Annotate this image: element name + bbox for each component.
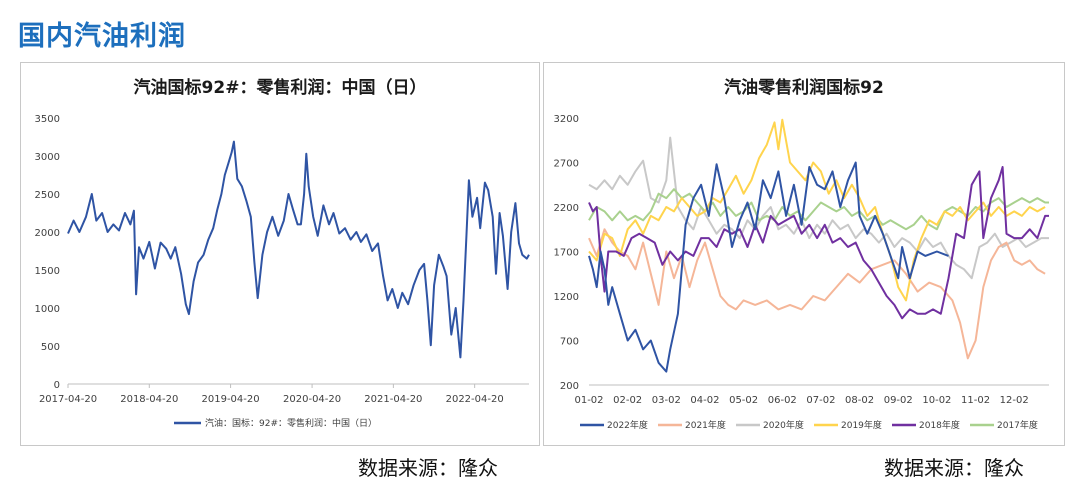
x-tick-label: 2017-04-20	[39, 394, 97, 405]
y-tick-label: 2200	[554, 203, 579, 214]
x-tick-label: 2018-04-20	[120, 394, 178, 405]
y-tick-label: 2000	[35, 228, 60, 239]
y-tick-label: 1000	[35, 304, 60, 315]
x-tick-label: 08-02	[845, 395, 874, 406]
x-tick-label: 10-02	[922, 395, 951, 406]
legend-label: 2018年度	[919, 419, 960, 431]
x-tick-label: 2022-04-20	[446, 394, 504, 405]
chart-panel-daily: 汽油国标92#：零售利润：中国（日） 0 500 1000 1500 2000 2500 30…	[20, 62, 540, 446]
chart-title: 汽油国标92#：零售利润：中国（日）	[134, 77, 427, 98]
x-tick-label: 03-02	[652, 395, 681, 406]
x-tick-label: 02-02	[613, 395, 642, 406]
series-line-daily-profit	[67, 140, 530, 359]
y-tick-label: 200	[560, 381, 579, 392]
chart-title: 汽油零售利润国标92	[724, 77, 884, 98]
y-tick-label: 1500	[35, 266, 60, 277]
data-source-left: 数据来源：隆众	[358, 456, 498, 480]
series-line-2022	[588, 161, 949, 373]
series-line-2020	[588, 136, 1049, 280]
y-tick-label: 3200	[554, 114, 579, 125]
x-tick-label: 06-02	[768, 395, 797, 406]
series-line-2021	[588, 228, 1046, 360]
y-tick-label: 3500	[35, 114, 60, 125]
data-source-right: 数据来源：隆众	[884, 456, 1024, 480]
series-line-2017	[588, 188, 1049, 231]
legend-label: 2021年度	[685, 419, 726, 431]
y-tick-label: 700	[560, 337, 579, 348]
y-tick-label: 2700	[554, 159, 579, 170]
legend-label: 2019年度	[841, 419, 882, 431]
y-tick-label: 1700	[554, 248, 579, 259]
legend-label: 汽油：国标：92#：零售利润：中国（日）	[205, 417, 377, 429]
x-tick-label: 2019-04-20	[202, 394, 260, 405]
legend-label: 2017年度	[997, 419, 1038, 431]
x-tick-label: 01-02	[574, 395, 603, 406]
x-tick-label: 12-02	[1000, 395, 1029, 406]
chart-panel-seasonal: 汽油零售利润国标92 200 700 1200 1700 2200 2700 3200 01-0…	[543, 62, 1065, 446]
y-tick-label: 3000	[35, 152, 60, 163]
x-tick-label: 07-02	[806, 395, 835, 406]
y-tick-label: 0	[54, 380, 60, 391]
y-tick-label: 1200	[554, 292, 579, 303]
series-line-2019	[588, 118, 1046, 302]
y-tick-label: 2500	[35, 190, 60, 201]
x-tick-label: 05-02	[729, 395, 758, 406]
legend-label: 2020年度	[763, 419, 804, 431]
page-title: 国内汽油利润	[18, 21, 186, 52]
y-tick-label: 500	[41, 342, 60, 353]
x-tick-label: 04-02	[690, 395, 719, 406]
x-tick-label: 2020-04-20	[283, 394, 341, 405]
seasonal-profit-chart: 汽油零售利润国标92 200 700 1200 1700 2200 2700 3200 01-0…	[554, 77, 1049, 431]
x-tick-label: 2021-04-20	[364, 394, 422, 405]
legend-label: 2022年度	[607, 419, 648, 431]
daily-profit-chart: 汽油国标92#：零售利润：中国（日） 0 500 1000 1500 2000 2500 30…	[35, 77, 530, 429]
series-line-2018	[588, 166, 1049, 320]
x-tick-label: 09-02	[884, 395, 913, 406]
x-tick-label: 11-02	[961, 395, 990, 406]
